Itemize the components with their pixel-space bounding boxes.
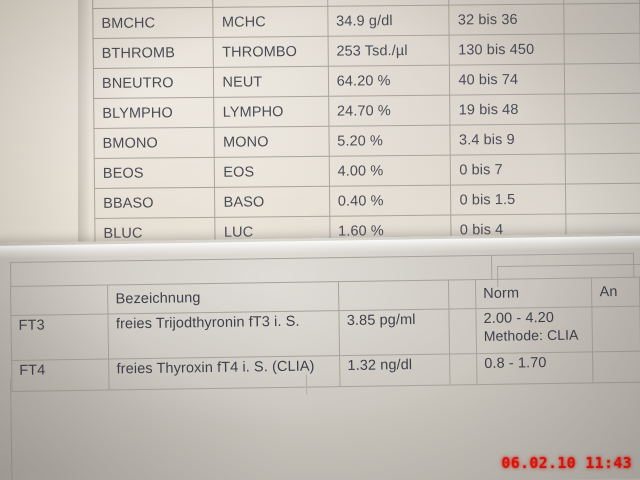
cell-extra — [564, 123, 640, 154]
upper-sheet-edge-shadow — [78, 0, 89, 252]
cell-norm: 2.00 - 4.20 Methode: CLIA — [475, 306, 593, 354]
cell-extra — [564, 63, 640, 94]
cell-value: 3.85 pg/ml — [339, 308, 450, 356]
cell-value: 253 Tsd./µl — [327, 35, 450, 67]
header-gap — [448, 279, 476, 309]
cell-code: BBASO — [94, 187, 216, 219]
blood-count-table-body: pg 28 bis 32 BMCHC MCHC 34.9 g/dl 32 bis… — [92, 0, 640, 249]
cell-norm: 130 bis 450 — [449, 33, 565, 66]
cell-extra — [564, 93, 640, 124]
cell-short: MONO — [214, 126, 329, 158]
cell-code: BNEUTRO — [93, 67, 215, 99]
cell-an — [592, 306, 640, 352]
cell-code: BLYMPHO — [93, 97, 215, 129]
cell-description: freies Trijodthyronin fT3 i. S. — [108, 310, 340, 360]
cell-value: 34.9 g/dl — [327, 5, 450, 37]
upper-lab-report-sheet — [0, 0, 640, 268]
cell-code: BEOS — [94, 157, 215, 189]
header-norm: Norm — [475, 277, 593, 309]
cell-short: THROMBO — [213, 36, 329, 68]
cell-norm: 0 bis 1.5 — [450, 183, 566, 216]
upper-sheet-left-margin — [0, 0, 78, 268]
cell-norm: 3.4 bis 9 — [450, 123, 566, 156]
cell-extra — [563, 3, 640, 34]
cell-code: BMCHC — [92, 7, 214, 39]
header-an: An — [591, 277, 640, 307]
cell-code: BTHROMB — [93, 37, 214, 69]
outer-frame-divider — [490, 255, 493, 280]
cell-value: 4.00 % — [328, 155, 451, 187]
cell-norm: 0 bis 7 — [450, 153, 566, 186]
cell-norm: 19 bis 48 — [450, 93, 565, 126]
norm-method-note: Methode: CLIA — [483, 326, 579, 344]
lower-sheet-blank-divider — [305, 374, 308, 395]
cell-value: 24.70 % — [328, 95, 451, 127]
cell-code: BMONO — [93, 127, 215, 159]
cell-value: 0.40 % — [329, 185, 452, 217]
cell-extra — [565, 183, 640, 214]
cell-norm: 40 bis 74 — [449, 63, 565, 96]
header-description: Bezeichnung — [107, 281, 340, 315]
header-value — [338, 279, 450, 311]
norm-range: 2.00 - 4.20 — [483, 309, 555, 327]
cell-value: 64.20 % — [328, 65, 451, 97]
cell-short: LYMPHO — [214, 96, 329, 128]
description-text: freies Trijodthyronin fT3 i. S. — [115, 313, 300, 333]
cell-extra — [563, 33, 640, 64]
cell-short: BASO — [214, 186, 330, 218]
cell-short: NEUT — [213, 66, 329, 98]
header-code — [10, 285, 109, 316]
cell-value: 5.20 % — [328, 125, 451, 157]
cell-extra — [565, 153, 640, 184]
cell-short: MCHC — [213, 6, 328, 38]
cell-short: EOS — [214, 156, 330, 188]
cell-norm: 32 bis 36 — [449, 3, 564, 36]
blood-count-table: pg 28 bis 32 BMCHC MCHC 34.9 g/dl 32 bis… — [92, 0, 640, 249]
cell-gap — [449, 308, 477, 354]
cell-code: FT3 — [10, 314, 109, 361]
camera-datestamp: 06.02.10 11:43 — [501, 454, 632, 472]
